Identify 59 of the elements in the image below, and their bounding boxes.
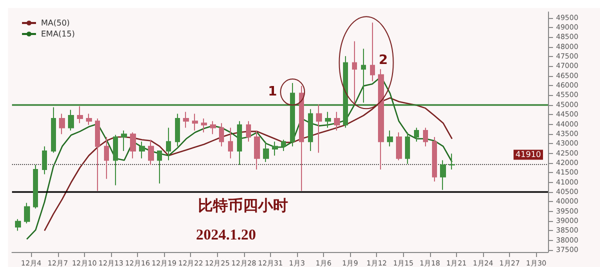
ref-line-label: 41910 <box>516 150 541 160</box>
candlestick <box>15 218 21 232</box>
candlestick <box>325 111 331 128</box>
candlestick <box>405 132 410 164</box>
legend-label: MA(50) <box>41 18 70 28</box>
legend-label: EMA(15) <box>41 30 75 38</box>
candlestick <box>272 141 278 156</box>
candlestick <box>352 40 357 106</box>
candlestick <box>219 122 224 147</box>
candlestick <box>414 127 419 142</box>
candlestick <box>228 127 233 159</box>
candlestick <box>148 139 154 166</box>
candlestick <box>440 160 446 190</box>
candlestick <box>68 109 74 131</box>
candlestick <box>51 106 56 154</box>
candlestick <box>263 141 269 162</box>
candlestick <box>343 56 348 128</box>
line-series <box>26 76 453 240</box>
candlestick <box>387 130 393 147</box>
candlestick <box>59 113 65 135</box>
candlestick <box>316 104 322 154</box>
candlestick <box>281 139 286 152</box>
annotation: 2024.1.20 <box>196 228 256 244</box>
annotation: 2 <box>378 53 388 68</box>
candlestick <box>432 136 437 182</box>
candlestick <box>246 120 251 142</box>
candlestick <box>104 136 109 180</box>
candlestick <box>130 132 136 159</box>
candlestick <box>42 146 47 175</box>
candlestick <box>237 120 242 166</box>
candlestick <box>423 127 428 147</box>
candlestick <box>175 113 180 147</box>
candlestick <box>210 120 216 135</box>
candlestick <box>396 132 402 161</box>
candlestick <box>139 141 145 159</box>
line-series <box>44 97 453 232</box>
candlestick <box>183 111 189 128</box>
candlestick <box>254 130 260 170</box>
candlestick <box>113 134 118 186</box>
annotation: 1 <box>268 84 278 100</box>
candlestick <box>201 118 207 133</box>
candlestick <box>166 127 171 161</box>
candlestick <box>121 130 127 152</box>
annotation: 比特币四小时 <box>198 198 288 214</box>
candlestick <box>95 118 100 192</box>
candlestick <box>334 111 340 131</box>
candlestick <box>299 85 304 192</box>
candlestick <box>77 106 83 124</box>
candlestick <box>449 153 455 170</box>
candlestick <box>24 202 30 224</box>
candlestick <box>33 164 38 209</box>
candlestick <box>290 82 295 147</box>
candlestick <box>308 108 313 152</box>
candlestick <box>192 113 198 131</box>
candlestick <box>86 113 92 126</box>
candlestick <box>370 22 375 82</box>
candlestick <box>157 150 162 184</box>
candlestick <box>378 68 384 170</box>
candlestick <box>361 48 366 104</box>
